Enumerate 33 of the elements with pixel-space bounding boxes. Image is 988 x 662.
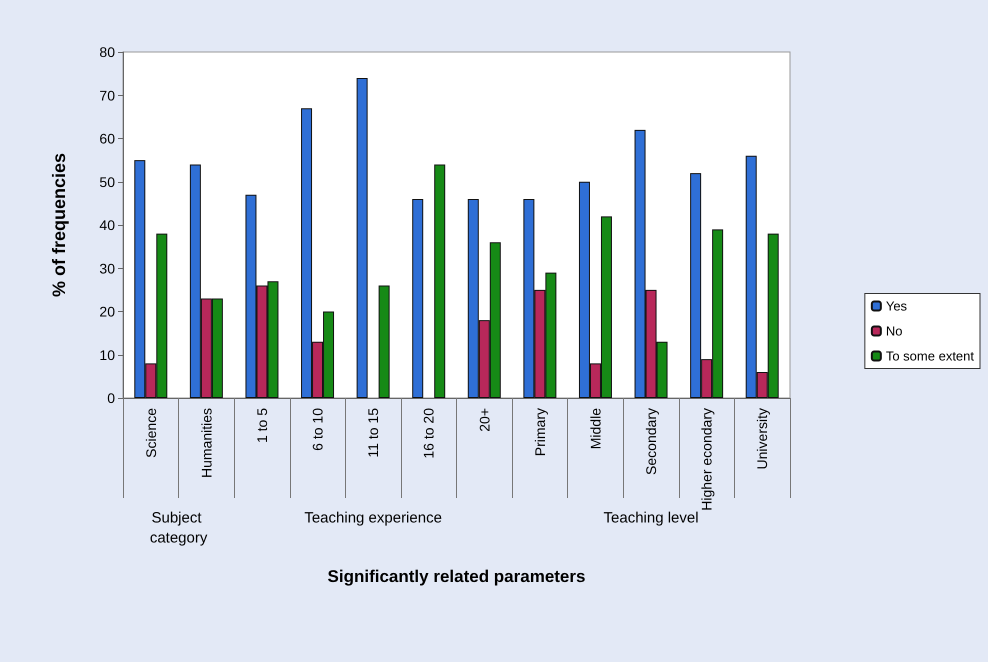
- y-tick-label: 0: [107, 390, 116, 406]
- y-tick-label: 50: [99, 174, 116, 190]
- bar: [412, 199, 424, 398]
- x-tick-label: Primary: [532, 408, 548, 456]
- y-tick-label: 60: [99, 130, 116, 146]
- x-tick-label: Middle: [587, 408, 604, 450]
- x-tick-label: University: [754, 408, 770, 470]
- bar: [434, 164, 446, 398]
- legend-label: No: [886, 324, 902, 338]
- x-tick-label: 11 to 15: [365, 408, 382, 458]
- y-axis-title: % of frequencies: [49, 152, 69, 298]
- bar: [378, 286, 390, 398]
- text: Subject category: [150, 510, 208, 546]
- x-tick-label: Higher econdary: [698, 408, 715, 511]
- text: Teaching experience: [304, 510, 442, 526]
- x-tick-label: Humanities: [198, 408, 214, 478]
- x-tick-label: Secondary: [643, 408, 660, 475]
- x-tick-label: 20+: [476, 408, 492, 432]
- x-tick-label: 16 to 20: [420, 408, 437, 459]
- legend-label: To some extent: [886, 348, 974, 364]
- x-tick-label: 1 to 5: [254, 408, 270, 444]
- x-axis-title: Significantly related parameters: [328, 567, 586, 586]
- y-tick-label: 10: [99, 346, 116, 363]
- y-tick-label: 70: [99, 87, 116, 104]
- y-tick-label: 40: [99, 217, 116, 233]
- y-tick-label: 80: [99, 44, 116, 60]
- text: Teaching level: [604, 510, 699, 526]
- y-tick-label: 30: [99, 260, 116, 276]
- y-tick-label: 20: [99, 304, 116, 320]
- x-tick-label: 6 to 10: [310, 408, 326, 451]
- bar: [356, 78, 368, 398]
- legend-label: Yes: [886, 298, 908, 314]
- x-tick-label: Science: [142, 408, 159, 458]
